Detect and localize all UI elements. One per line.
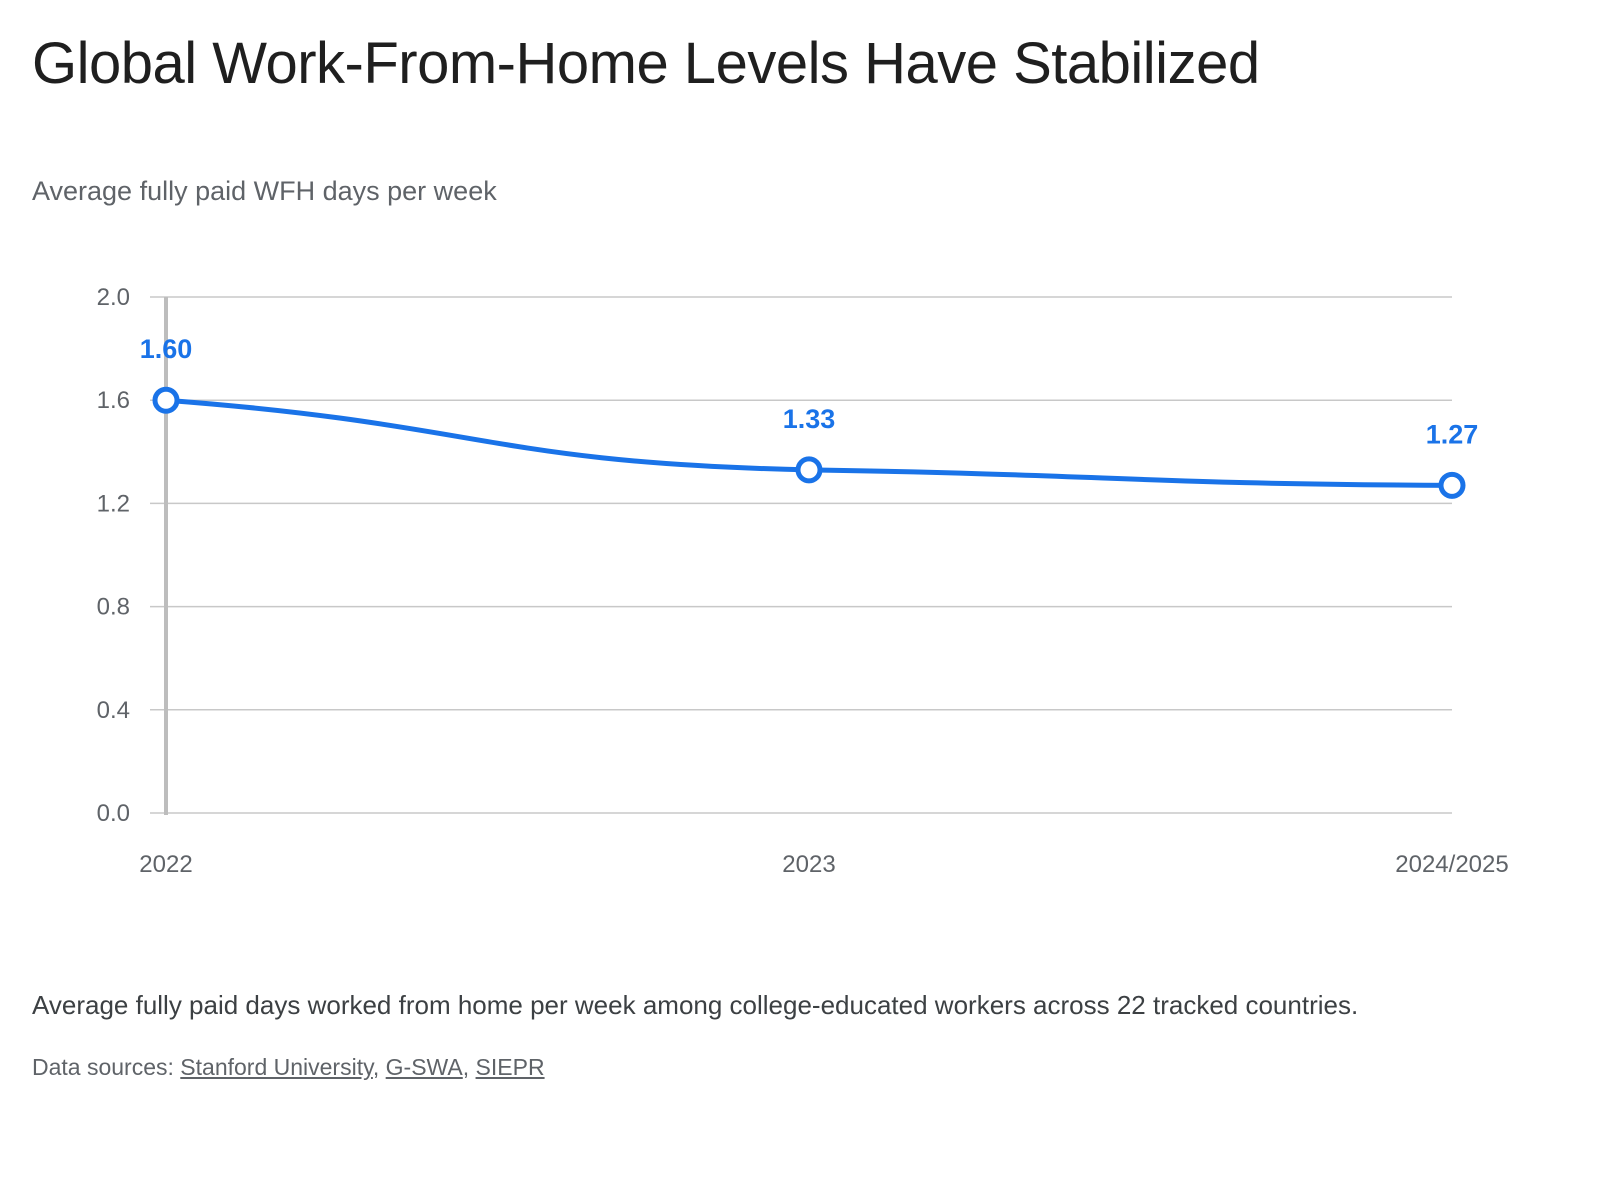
source-separator: , [462,1054,470,1080]
data-sources: Data sources: Stanford University, G-SWA… [32,1054,545,1081]
line-chart: 0.0 0.4 0.8 1.2 1.6 2.0 2022 2023 2024/2025 1.60 1… [97,284,1509,878]
source-link-gswa[interactable]: G-SWA [385,1054,463,1080]
data-label: 1.33 [783,404,836,434]
x-tick-label: 2024/2025 [1395,851,1508,878]
y-tick-label: 1.6 [97,387,130,414]
x-tick-label: 2023 [782,851,835,878]
y-tick-label: 0.0 [97,800,130,827]
y-tick-label: 1.2 [97,490,130,517]
source-link-siepr[interactable]: SIEPR [475,1054,545,1080]
data-point [1438,471,1466,499]
data-point [152,386,180,414]
chart-subtitle: Average fully paid WFH days per week [32,176,497,206]
sources-prefix: Data sources: [32,1054,174,1080]
source-link-stanford[interactable]: Stanford University [180,1054,373,1080]
x-tick-label: 2022 [139,851,192,878]
source-separator: , [372,1054,380,1080]
y-tick-label: 0.8 [97,594,130,621]
chart-title: Global Work-From-Home Levels Have Stabil… [32,31,1260,96]
y-tick-label: 2.0 [97,284,130,311]
chart-caption: Average fully paid days worked from home… [32,990,1359,1020]
data-point [795,456,823,484]
y-tick-label: 0.4 [97,697,130,724]
data-label: 1.27 [1426,419,1479,449]
data-label: 1.60 [140,334,193,364]
